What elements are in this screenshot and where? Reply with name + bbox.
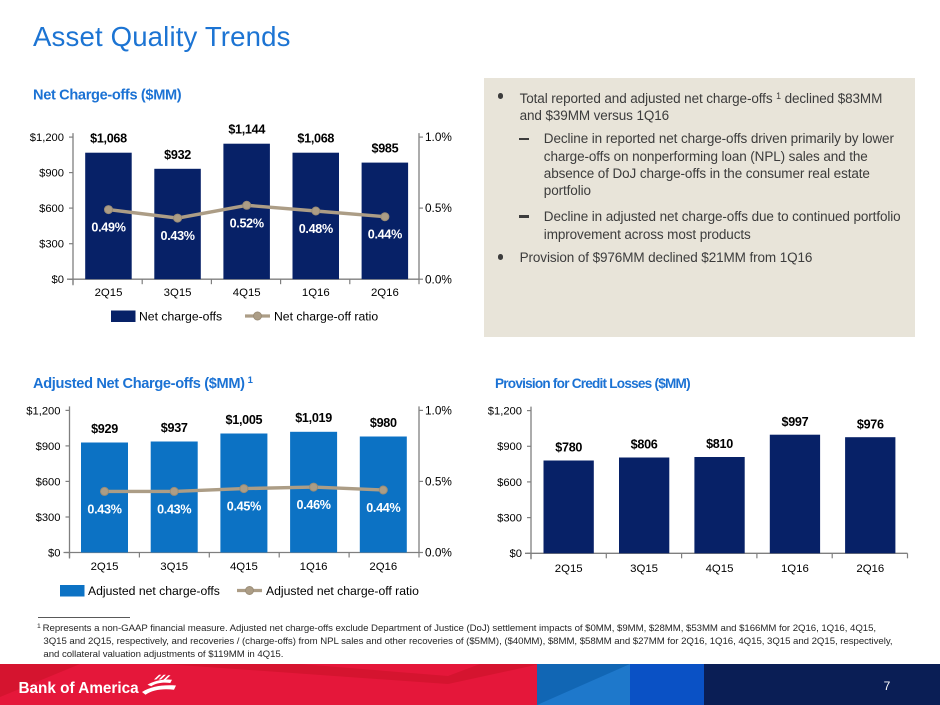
- svg-text:0.43%: 0.43%: [160, 229, 194, 243]
- svg-text:0.46%: 0.46%: [296, 498, 330, 512]
- svg-text:$0: $0: [52, 274, 64, 286]
- svg-text:Net charge-off ratio: Net charge-off ratio: [274, 310, 378, 324]
- svg-text:0.45%: 0.45%: [227, 500, 261, 514]
- svg-text:Adjusted Net Charge-offs ($MM): Adjusted Net Charge-offs ($MM) 1: [33, 375, 254, 392]
- svg-text:0.44%: 0.44%: [368, 228, 402, 242]
- svg-text:1.0%: 1.0%: [425, 130, 452, 144]
- svg-text:0.5%: 0.5%: [425, 201, 452, 215]
- svg-text:$600: $600: [36, 476, 61, 488]
- svg-text:0.5%: 0.5%: [425, 475, 452, 489]
- svg-text:$932: $932: [164, 148, 191, 162]
- svg-text:$600: $600: [39, 203, 64, 215]
- svg-text:$1,200: $1,200: [488, 406, 522, 418]
- svg-text:2Q16: 2Q16: [371, 287, 399, 299]
- svg-text:Net Charge-offs ($MM): Net Charge-offs ($MM): [33, 88, 182, 104]
- svg-text:0.43%: 0.43%: [87, 502, 121, 516]
- svg-text:2Q16: 2Q16: [369, 561, 397, 573]
- svg-text:4Q15: 4Q15: [230, 561, 258, 573]
- svg-text:$0: $0: [510, 548, 522, 560]
- svg-text:2Q15: 2Q15: [91, 561, 119, 573]
- svg-text:$997: $997: [781, 415, 808, 429]
- svg-text:$1,005: $1,005: [226, 413, 263, 427]
- svg-text:$810: $810: [706, 437, 733, 451]
- svg-text:1Q16: 1Q16: [300, 561, 328, 573]
- svg-text:$937: $937: [161, 421, 188, 435]
- svg-text:$0: $0: [48, 547, 60, 559]
- svg-text:3Q15: 3Q15: [164, 287, 192, 299]
- svg-text:0.0%: 0.0%: [425, 546, 452, 560]
- svg-text:1Q16: 1Q16: [302, 287, 330, 299]
- svg-text:0.49%: 0.49%: [91, 221, 125, 235]
- svg-text:0.43%: 0.43%: [157, 502, 191, 516]
- svg-text:7: 7: [884, 679, 891, 693]
- svg-text:2Q15: 2Q15: [555, 563, 583, 575]
- svg-text:$900: $900: [39, 168, 64, 180]
- svg-text:1.0%: 1.0%: [425, 404, 452, 418]
- svg-text:$1,144: $1,144: [228, 123, 265, 137]
- svg-text:$900: $900: [497, 441, 522, 453]
- svg-text:Net charge-offs: Net charge-offs: [139, 310, 222, 324]
- svg-text:$980: $980: [370, 416, 397, 430]
- svg-text:$300: $300: [36, 512, 61, 524]
- svg-text:Provision for Credit Losses ($: Provision for Credit Losses ($MM): [495, 376, 690, 391]
- svg-text:Adjusted net charge-off ratio: Adjusted net charge-off ratio: [266, 584, 419, 598]
- svg-text:2Q16: 2Q16: [856, 563, 884, 575]
- svg-text:3Q15: 3Q15: [160, 561, 188, 573]
- svg-text:0.44%: 0.44%: [366, 501, 400, 515]
- svg-text:4Q15: 4Q15: [706, 563, 734, 575]
- svg-text:0.0%: 0.0%: [425, 272, 452, 286]
- svg-text:$976: $976: [857, 417, 884, 431]
- svg-text:$1,019: $1,019: [295, 411, 332, 425]
- svg-text:1Q16: 1Q16: [781, 563, 809, 575]
- svg-text:$900: $900: [36, 441, 61, 453]
- svg-text:$1,200: $1,200: [26, 405, 60, 417]
- svg-text:Adjusted net charge-offs: Adjusted net charge-offs: [88, 584, 220, 598]
- svg-text:$300: $300: [39, 239, 64, 251]
- svg-text:$600: $600: [497, 477, 522, 489]
- svg-text:$985: $985: [371, 142, 398, 156]
- svg-text:0.52%: 0.52%: [230, 216, 264, 230]
- svg-text:4Q15: 4Q15: [233, 287, 261, 299]
- svg-text:$1,200: $1,200: [30, 132, 64, 144]
- svg-text:$929: $929: [91, 422, 118, 436]
- svg-text:$1,068: $1,068: [297, 132, 334, 146]
- svg-text:$1,068: $1,068: [90, 132, 127, 146]
- svg-text:$300: $300: [497, 513, 522, 525]
- svg-text:0.48%: 0.48%: [299, 222, 333, 236]
- svg-text:$780: $780: [555, 441, 582, 455]
- svg-text:3Q15: 3Q15: [630, 563, 658, 575]
- svg-text:2Q15: 2Q15: [95, 287, 123, 299]
- svg-text:$806: $806: [631, 438, 658, 452]
